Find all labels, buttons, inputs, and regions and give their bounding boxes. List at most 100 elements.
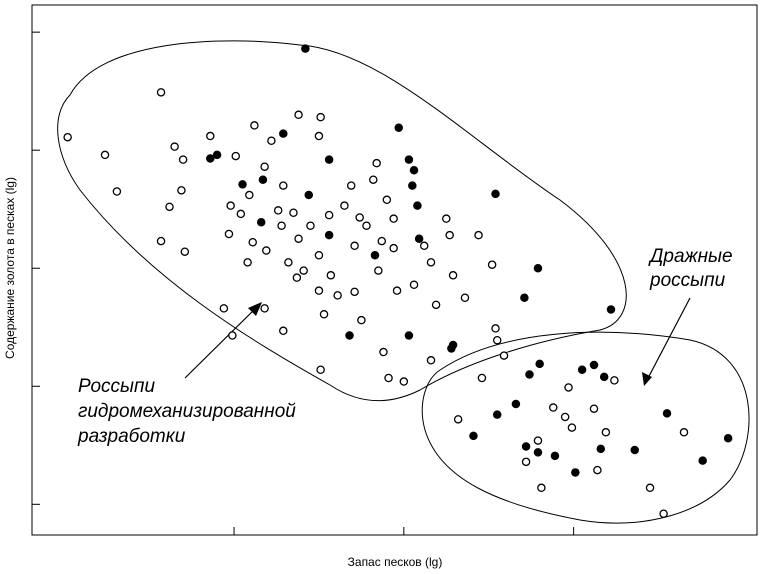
point xyxy=(723,433,733,443)
plot-frame xyxy=(31,4,758,536)
point xyxy=(314,250,324,260)
point xyxy=(236,209,246,219)
point xyxy=(445,230,454,240)
point xyxy=(404,331,414,340)
point xyxy=(306,221,315,230)
point xyxy=(610,376,619,385)
point xyxy=(404,155,414,164)
point xyxy=(319,310,329,319)
point xyxy=(256,217,266,227)
point xyxy=(292,273,302,282)
point xyxy=(537,483,546,493)
point xyxy=(571,468,580,477)
point xyxy=(447,344,456,353)
point xyxy=(212,150,222,160)
point xyxy=(448,271,458,280)
point xyxy=(492,335,502,345)
point xyxy=(219,304,229,313)
point xyxy=(394,123,403,133)
point xyxy=(258,175,268,184)
point xyxy=(279,129,288,138)
point xyxy=(316,365,325,374)
point xyxy=(260,162,269,171)
point xyxy=(384,373,393,383)
point xyxy=(593,465,602,475)
point xyxy=(491,324,500,333)
point xyxy=(350,241,359,251)
point xyxy=(279,326,288,336)
point xyxy=(533,436,543,445)
x-axis-label: Запас песков (lg) xyxy=(348,555,443,569)
point xyxy=(399,377,409,386)
point xyxy=(299,266,308,275)
arrowhead xyxy=(248,302,262,316)
point xyxy=(408,181,417,190)
point xyxy=(362,221,371,230)
point xyxy=(350,287,359,297)
point xyxy=(487,260,497,269)
point xyxy=(326,271,336,280)
point xyxy=(372,158,381,168)
point xyxy=(477,373,487,383)
point xyxy=(491,189,500,199)
point xyxy=(206,154,215,163)
point xyxy=(177,186,186,195)
point xyxy=(550,451,560,461)
annotation: Россыпи xyxy=(78,376,155,397)
point xyxy=(419,241,429,251)
point xyxy=(289,208,298,218)
point xyxy=(533,448,543,457)
point xyxy=(645,483,655,493)
point xyxy=(224,229,234,239)
arrow xyxy=(184,305,259,379)
point xyxy=(180,247,190,256)
point xyxy=(533,263,543,273)
point xyxy=(389,214,398,223)
point xyxy=(206,131,215,141)
point xyxy=(374,266,383,275)
annotation: россыпи xyxy=(649,270,726,291)
point xyxy=(324,230,334,240)
point xyxy=(301,44,310,53)
point xyxy=(369,175,378,184)
point xyxy=(245,190,254,200)
point xyxy=(392,286,402,295)
point xyxy=(248,238,257,247)
point xyxy=(165,202,174,212)
point xyxy=(355,213,364,222)
point xyxy=(414,234,424,243)
point xyxy=(525,370,534,379)
point xyxy=(346,181,356,190)
point xyxy=(294,234,303,243)
point xyxy=(226,201,235,210)
point xyxy=(564,383,573,392)
point xyxy=(521,442,531,451)
point xyxy=(567,423,577,432)
point xyxy=(314,131,324,141)
point xyxy=(324,210,334,220)
point xyxy=(520,293,529,302)
point xyxy=(345,331,354,340)
point xyxy=(442,214,451,223)
point xyxy=(409,280,419,290)
point xyxy=(413,201,422,210)
point xyxy=(63,132,72,142)
point xyxy=(314,286,324,295)
point xyxy=(492,410,502,419)
point xyxy=(304,190,314,200)
point xyxy=(431,300,441,310)
point xyxy=(260,304,269,313)
point xyxy=(389,243,398,253)
point xyxy=(100,150,110,160)
annotation: гидромеханизированной xyxy=(78,401,296,422)
arrow xyxy=(646,297,691,381)
y-axis-label: Содержание золота в песках (lg) xyxy=(3,177,17,359)
point xyxy=(262,246,271,255)
point xyxy=(662,409,672,418)
point xyxy=(698,456,707,465)
point xyxy=(599,372,609,382)
point xyxy=(409,166,419,175)
point xyxy=(228,331,237,340)
point xyxy=(382,195,392,205)
